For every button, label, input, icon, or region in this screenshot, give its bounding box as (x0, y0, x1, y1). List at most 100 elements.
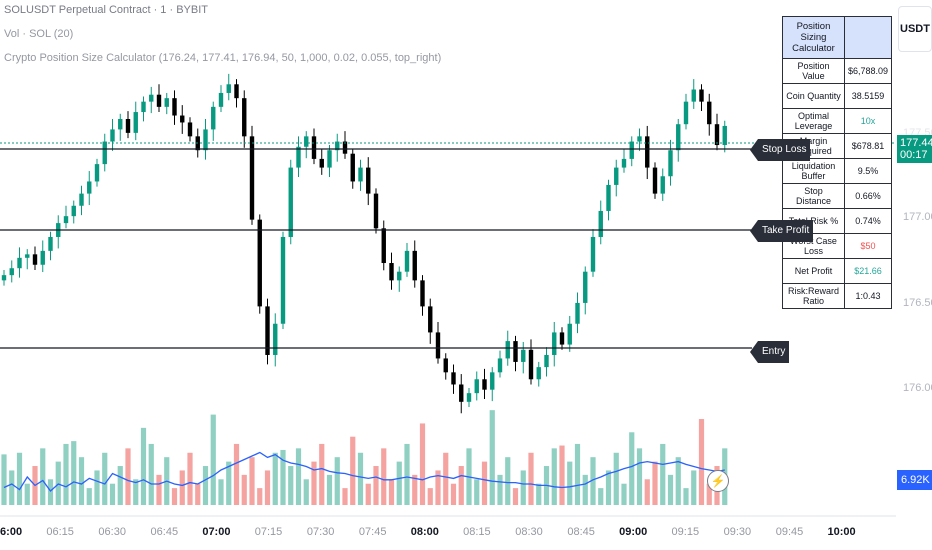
calculator-indicator-label[interactable]: Crypto Position Size Calculator (176.24,… (4, 52, 442, 64)
volume-bar (683, 488, 689, 505)
candle-body (211, 106, 216, 130)
symbol-title[interactable]: SOLUSDT Perpetual Contract · 1 · BYBIT (4, 4, 208, 16)
volume-bar (140, 427, 147, 505)
time-tick: 06:30 (98, 526, 126, 538)
candle-body (559, 332, 565, 345)
candle-body (180, 115, 185, 123)
volume-bar (512, 488, 519, 505)
candle-body (48, 236, 53, 251)
volume-bar (404, 443, 410, 505)
volume-bar (195, 483, 201, 505)
price-tick-1765: 176.50 (903, 297, 932, 309)
currency-button[interactable]: USDT (898, 6, 932, 52)
volume-bar (458, 466, 464, 505)
volume-bar (667, 474, 674, 505)
volume-bar (102, 452, 108, 505)
lightning-icon[interactable]: ⚡ (707, 470, 729, 492)
volume-bar (171, 488, 178, 505)
volume-indicator-label[interactable]: Vol · SOL (20) (4, 28, 74, 40)
volume-bar (497, 474, 503, 505)
candle-body (683, 101, 689, 125)
time-tick: 07:00 (202, 526, 231, 538)
volume-bar (381, 448, 387, 505)
candle-body (505, 341, 510, 359)
last-price-tag: 177.44 00:17 (897, 135, 932, 163)
candle-body (71, 205, 76, 217)
stop-loss-label: Stop Loss (749, 139, 811, 161)
volume-bar (63, 443, 69, 505)
candle-body (389, 263, 394, 281)
volume-bar (241, 474, 247, 505)
volume-bar (125, 448, 131, 505)
calculator-row-value: 0.74% (843, 208, 893, 234)
volume-bar (148, 443, 154, 505)
volume-bar (40, 448, 46, 505)
candle-body (722, 125, 727, 146)
volume-bar (288, 466, 294, 505)
volume-bar (706, 483, 712, 505)
candle-body (459, 384, 464, 402)
volume-bar (47, 479, 54, 505)
volume-bar (605, 470, 612, 505)
time-tick: 09:45 (775, 526, 804, 538)
candle-body (265, 306, 270, 355)
volume-bar (590, 457, 596, 505)
volume-bar (226, 461, 232, 505)
candle-body (645, 136, 650, 168)
volume-bar (109, 483, 116, 505)
calculator-row-label: Coin Quantity (782, 83, 845, 109)
volume-bar (675, 457, 681, 505)
calculator-row: Risk:Reward Ratio 1:0.43 (782, 283, 893, 309)
volume-bar (450, 483, 457, 505)
candle-body (25, 254, 30, 258)
candle-body (428, 306, 433, 333)
candle-body (156, 94, 162, 107)
volume-bar (443, 452, 449, 505)
candle-body (552, 332, 557, 355)
candle-body (87, 181, 92, 194)
volume-bar (311, 461, 317, 505)
volume-bar (210, 414, 216, 505)
volume-bar (179, 470, 185, 505)
candle-body (311, 136, 317, 159)
volume-bar (528, 452, 534, 505)
candle-body (482, 379, 487, 390)
price-tick-177: 177.00 (903, 211, 932, 223)
volume-bar (574, 443, 581, 505)
volume-bar (334, 457, 340, 505)
volume-bar (412, 474, 418, 505)
calculator-row-label: Position Value (782, 58, 845, 84)
calculator-row: Stop Distance 0.66% (782, 183, 893, 209)
candle-body (598, 210, 603, 237)
candle-body (296, 146, 301, 168)
volume-bar (94, 470, 100, 505)
volume-bar (489, 410, 495, 505)
calculator-row-value: $678.81 (843, 133, 893, 159)
candle-body (652, 167, 658, 194)
candle-body (676, 124, 681, 151)
calculator-row-value: 9.5% (843, 158, 893, 184)
volume-bar (249, 457, 255, 505)
candle-body (358, 167, 363, 182)
candle-body (187, 122, 193, 137)
candle-body (544, 354, 549, 368)
entry-label: Entry (749, 341, 790, 363)
take-profit-label: Take Profit (749, 220, 814, 242)
candle-body (172, 98, 177, 116)
candle-body (637, 136, 642, 142)
calculator-row: Optimal Leverage 10x (782, 108, 893, 134)
volume-bar (86, 488, 92, 505)
candle-body (133, 112, 138, 133)
candle-body (319, 158, 324, 168)
candle-body (242, 98, 247, 137)
bar-countdown: 00:17 (900, 149, 928, 161)
candle-body (575, 302, 580, 324)
time-tick: 07:15 (254, 526, 283, 538)
time-tick: 06:00 (0, 526, 23, 538)
candle-body (40, 250, 45, 265)
volume-bar (24, 483, 30, 505)
candle-body (280, 236, 286, 324)
candle-body (342, 141, 348, 154)
calculator-row-value: $6,788.09 (843, 58, 893, 84)
